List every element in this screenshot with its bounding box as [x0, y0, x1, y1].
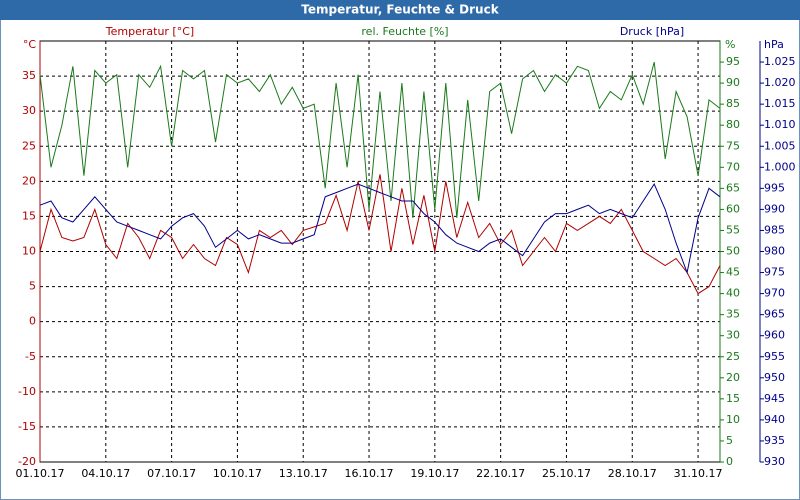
y3-tick-label: 970	[764, 287, 785, 300]
y2-tick-label: 70	[726, 160, 740, 173]
y2-tick-label: 65	[726, 181, 740, 194]
y2-axis-unit: %	[725, 38, 735, 51]
y-tick-label: 30	[22, 104, 36, 117]
x-tick-label: 10.10.17	[213, 467, 262, 480]
y3-tick-label: 935	[764, 434, 785, 447]
y3-tick-label: 985	[764, 223, 785, 236]
y3-tick-label: 1.020	[764, 76, 796, 89]
y2-tick-label: 75	[726, 139, 740, 152]
y2-tick-label: 55	[726, 223, 740, 236]
data-line	[39, 174, 721, 295]
y2-tick-label: 40	[726, 287, 740, 300]
series-label: Temperatur [°C]	[105, 25, 194, 38]
x-tick-label: 01.10.17	[16, 467, 65, 480]
y3-tick-label: 930	[764, 455, 785, 468]
y2-tick-label: 80	[726, 118, 740, 131]
y3-tick-label: 975	[764, 266, 785, 279]
y2-tick-label: 5	[726, 434, 733, 447]
data-line	[39, 183, 721, 275]
y2-tick-label: 0	[726, 455, 733, 468]
y3-tick-label: 945	[764, 392, 785, 405]
y3-tick-label: 965	[764, 308, 785, 321]
series-label: Druck [hPa]	[620, 25, 684, 38]
y2-tick-label: 90	[726, 76, 740, 89]
y2-tick-label: 20	[726, 371, 740, 384]
x-tick-label: 28.10.17	[608, 467, 657, 480]
y2-tick-label: 35	[726, 308, 740, 321]
y2-tick-label: 50	[726, 245, 740, 258]
y2-tick-label: 25	[726, 350, 740, 363]
data-line	[39, 61, 721, 218]
x-tick-label: 22.10.17	[476, 467, 525, 480]
y-tick-label: 5	[29, 280, 36, 293]
y-tick-label: -10	[18, 385, 36, 398]
x-tick-label: 16.10.17	[345, 467, 394, 480]
y3-tick-label: 995	[764, 181, 785, 194]
y2-tick-label: 45	[726, 266, 740, 279]
y-tick-label: 15	[22, 209, 36, 222]
y3-tick-label: 950	[764, 371, 785, 384]
y-tick-label: 0	[29, 315, 36, 328]
x-tick-label: 19.10.17	[410, 467, 459, 480]
x-tick-label: 13.10.17	[279, 467, 328, 480]
y2-tick-label: 30	[726, 329, 740, 342]
y-tick-label: -5	[25, 350, 36, 363]
title-bar	[0, 0, 800, 20]
y2-tick-label: 95	[726, 55, 740, 68]
y2-tick-label: 85	[726, 97, 740, 110]
x-tick-label: 31.10.17	[674, 467, 723, 480]
y-tick-label: 20	[22, 174, 36, 187]
y3-tick-label: 990	[764, 202, 785, 215]
x-tick-label: 25.10.17	[542, 467, 591, 480]
chart-title: Temperatur, Feuchte & Druck	[301, 3, 499, 17]
y-tick-label: -15	[18, 420, 36, 433]
y3-tick-label: 1.005	[764, 139, 796, 152]
y3-tick-label: 1.010	[764, 118, 796, 131]
y3-tick-label: 960	[764, 329, 785, 342]
y3-tick-label: 980	[764, 245, 785, 258]
y3-tick-label: 1.000	[764, 160, 796, 173]
y3-axis-unit: hPa	[764, 38, 784, 51]
y-tick-label: 25	[22, 139, 36, 152]
y2-tick-label: 15	[726, 392, 740, 405]
series-label: rel. Feuchte [%]	[361, 25, 448, 38]
y-tick-label: -20	[18, 455, 36, 468]
y-axis-unit: °C	[23, 38, 37, 51]
y3-tick-label: 940	[764, 413, 785, 426]
y2-tick-label: 60	[726, 202, 740, 215]
y2-tick-label: 10	[726, 413, 740, 426]
y-tick-label: 10	[22, 245, 36, 258]
x-tick-label: 07.10.17	[147, 467, 196, 480]
y3-tick-label: 955	[764, 350, 785, 363]
y3-tick-label: 1.025	[764, 55, 796, 68]
y3-tick-label: 1.015	[764, 97, 796, 110]
y-tick-label: 35	[22, 69, 36, 82]
x-tick-label: 04.10.17	[81, 467, 130, 480]
